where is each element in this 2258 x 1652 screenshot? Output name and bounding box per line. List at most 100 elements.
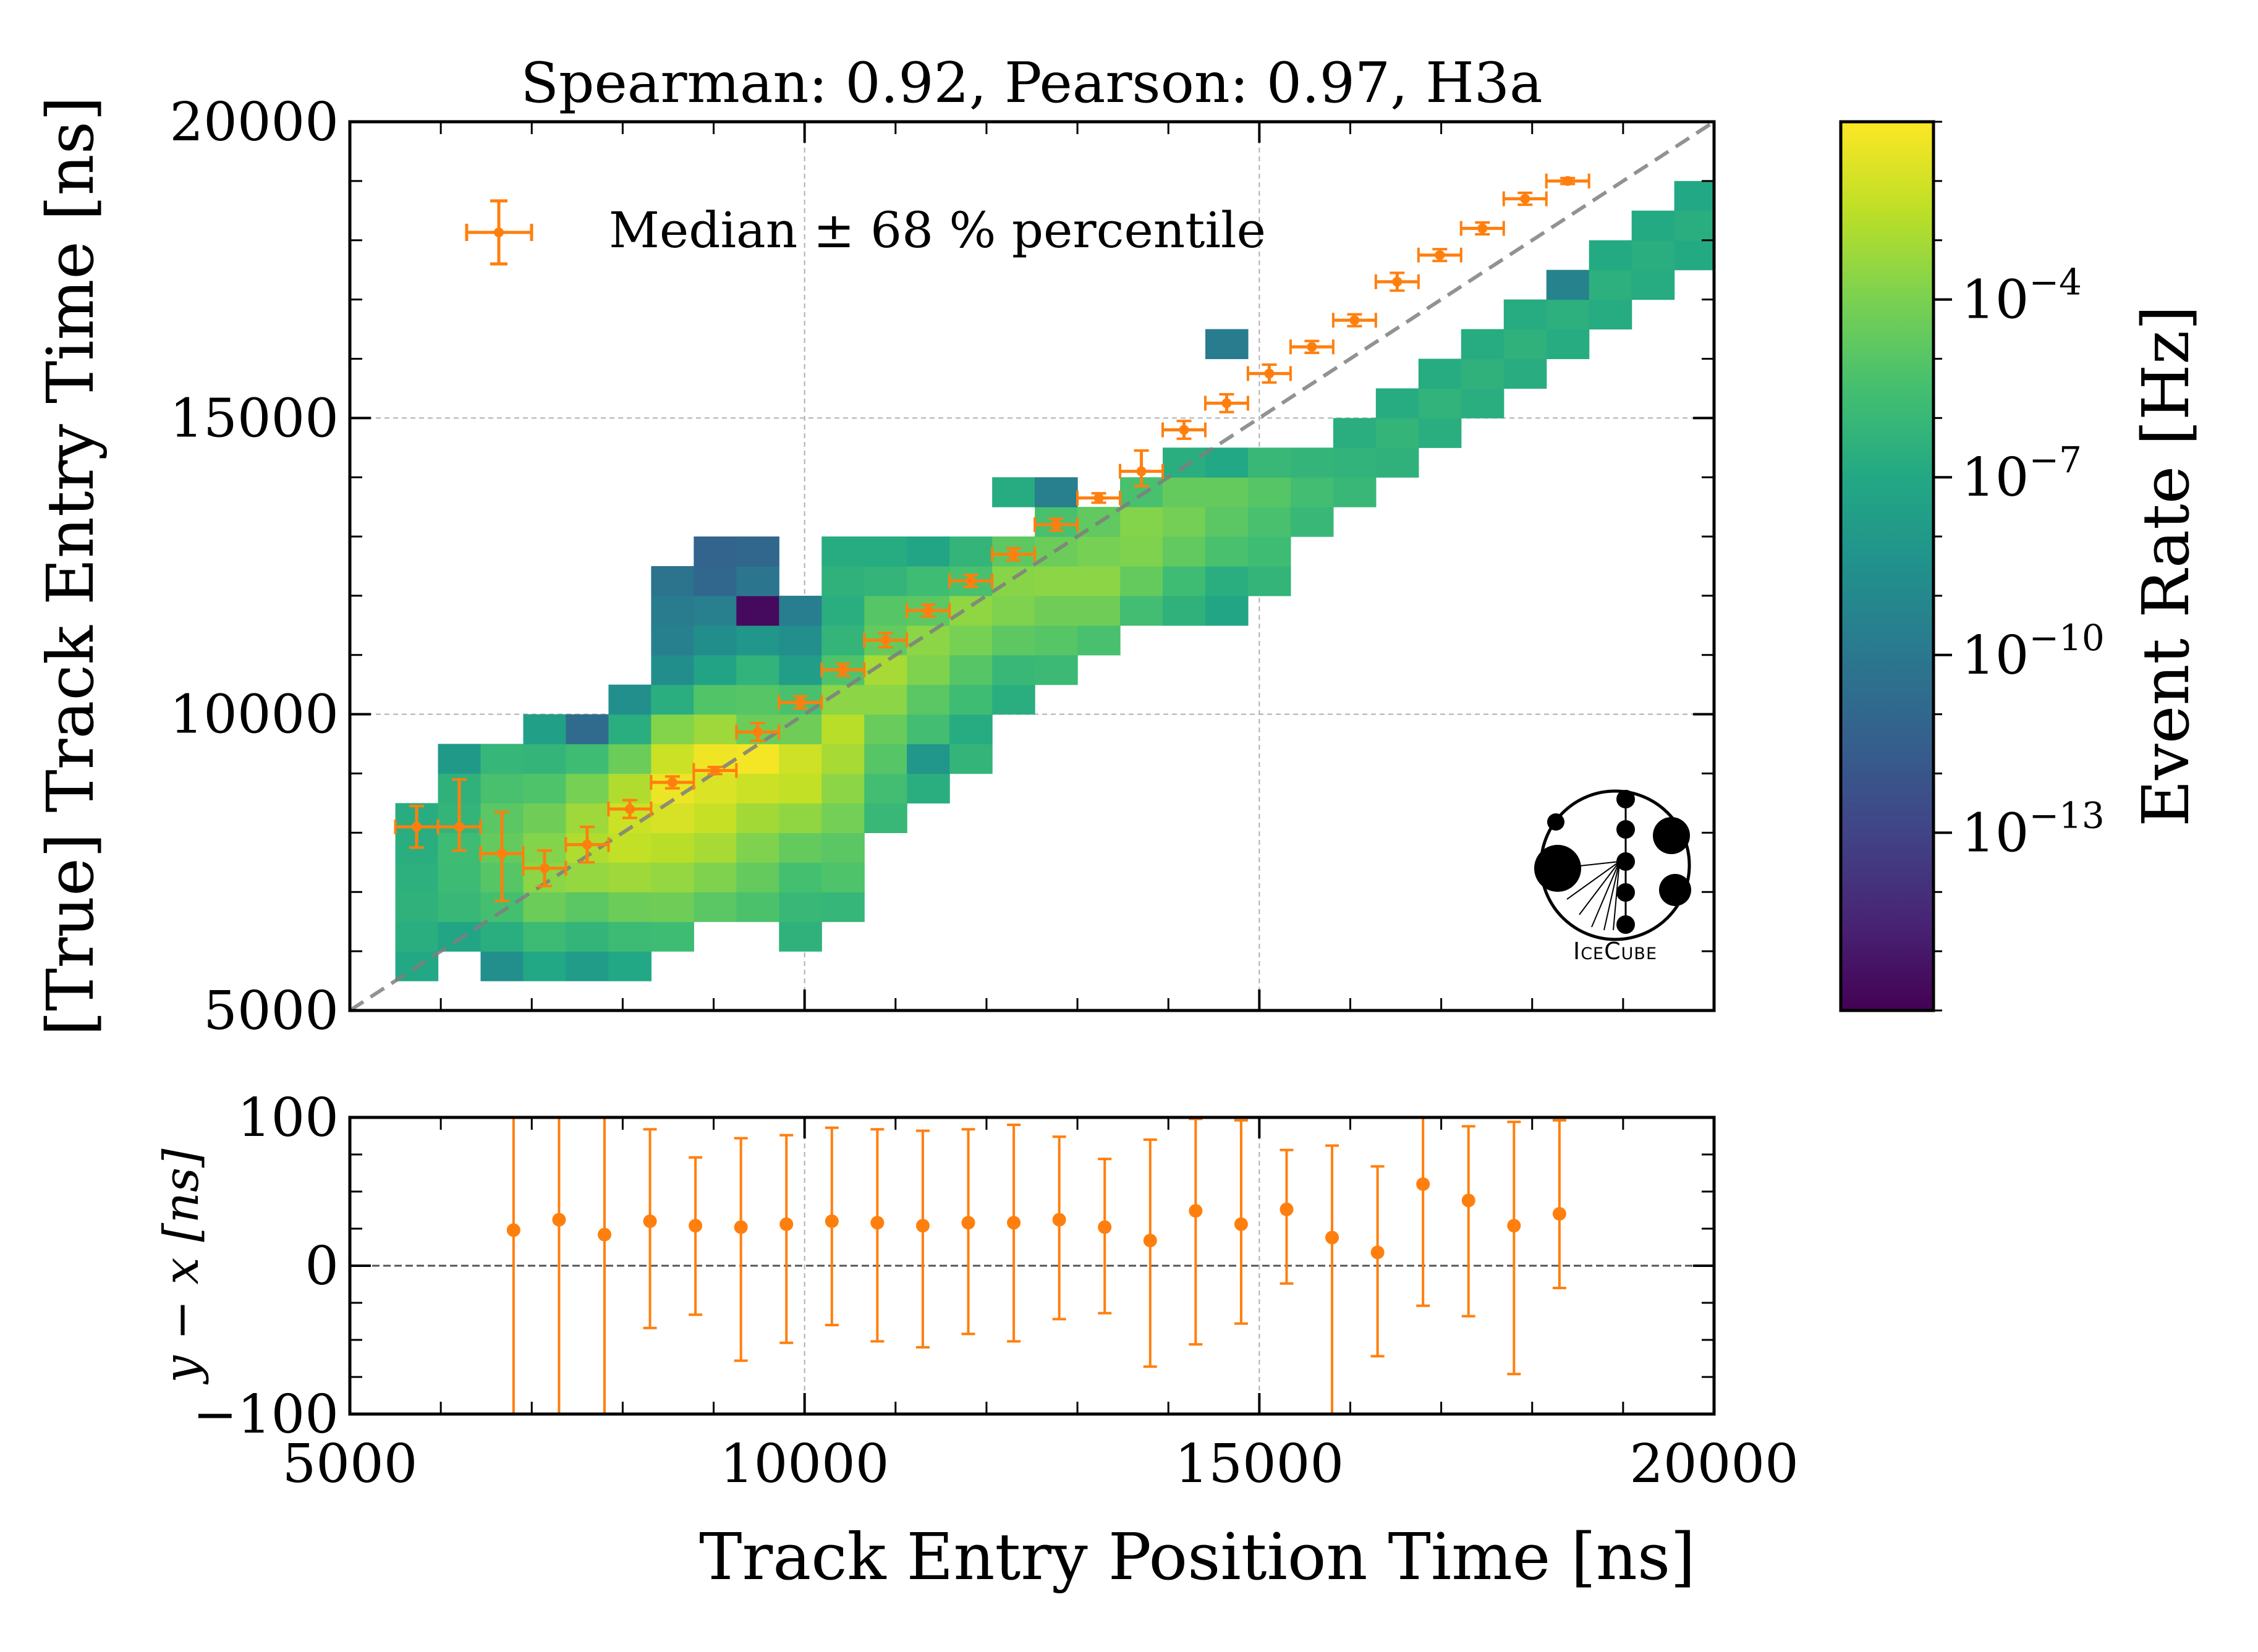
heatmap-bin	[608, 862, 652, 892]
median-dot	[412, 821, 422, 832]
heatmap-bin	[779, 773, 822, 804]
residual-point	[779, 1133, 794, 1344]
heatmap-bin	[651, 625, 694, 656]
heatmap-bin	[864, 743, 907, 774]
median-point	[564, 825, 610, 864]
residual-point	[1052, 1135, 1066, 1321]
heatmap-bin	[1035, 654, 1078, 685]
main-title: Spearman: 0.92, Pearson: 0.97, H3a	[520, 51, 1542, 116]
heatmap-bin	[821, 803, 865, 833]
heatmap-bin	[651, 595, 694, 626]
heatmap-bin	[864, 536, 907, 567]
heatmap-bin	[1717, 181, 1760, 211]
median-point	[607, 798, 653, 820]
heatmap-bin	[1375, 447, 1419, 478]
median-point	[948, 573, 994, 588]
heatmap-bin	[395, 892, 439, 922]
residual-y-tick-label: −100	[193, 1384, 339, 1446]
heatmap-bin	[1589, 240, 1632, 271]
heatmap-bin	[480, 921, 524, 952]
median-dot	[1264, 368, 1275, 379]
heatmap-bin	[1247, 447, 1291, 478]
heatmap-bin	[1503, 299, 1547, 330]
main-ticks	[349, 121, 1715, 1012]
median-point	[1502, 191, 1548, 206]
residual-dot	[870, 1216, 885, 1230]
median-point	[522, 849, 567, 887]
heatmap-bin	[779, 862, 822, 892]
heatmap-bin	[694, 832, 737, 863]
median-point	[692, 763, 738, 778]
heatmap-bin	[651, 743, 694, 774]
heatmap-bin	[1163, 595, 1206, 626]
residual-dot	[1143, 1234, 1157, 1248]
heatmap-bin	[651, 714, 694, 745]
heatmap-bin	[949, 654, 993, 685]
median-dot	[496, 848, 507, 858]
heatmap-bin	[1205, 477, 1249, 507]
heatmap-bin	[949, 684, 993, 715]
legend-label: Median ± 68 % percentile	[609, 201, 1266, 259]
residual-dot	[1461, 1193, 1475, 1208]
residual-dot	[689, 1219, 703, 1233]
heatmap-bin	[566, 921, 609, 952]
heatmap-bin	[608, 832, 652, 863]
heatmap-bin	[523, 921, 567, 952]
heatmap-bin	[1546, 329, 1590, 360]
median-point	[1246, 363, 1292, 384]
median-dot	[795, 697, 805, 708]
heatmap-bin	[608, 921, 652, 952]
residual-dot	[1370, 1245, 1385, 1260]
heatmap-bin	[1205, 595, 1249, 626]
residual-point	[1552, 1119, 1566, 1289]
heatmap-bin	[907, 654, 950, 685]
heatmap-bin	[694, 714, 737, 745]
heatmap-bin	[821, 625, 865, 656]
median-point	[991, 546, 1037, 562]
median-point	[1459, 221, 1505, 236]
heatmap-bin	[736, 862, 779, 892]
heatmap-bin	[864, 803, 907, 833]
heatmap-bin	[1631, 210, 1675, 241]
residual-point	[825, 1126, 839, 1326]
median-point	[1119, 449, 1165, 488]
heatmap-bin	[949, 743, 993, 774]
residual-dot	[1007, 1216, 1021, 1230]
heatmap-bin	[651, 803, 694, 833]
heatmap-bin	[1375, 418, 1419, 448]
heatmap-bin	[1035, 625, 1078, 656]
heatmap-bin	[566, 743, 609, 774]
residual-dot	[1098, 1220, 1112, 1234]
heatmap-bin	[821, 536, 865, 567]
residual-x-tick-label: 20000	[1629, 1433, 1799, 1495]
residual-point	[1007, 1124, 1021, 1343]
main-y-tick-label: 15000	[169, 388, 339, 449]
heatmap-bin	[1461, 388, 1505, 418]
heatmap-bin	[438, 892, 482, 922]
residual-point	[1416, 1117, 1430, 1307]
heatmap-bin	[1333, 447, 1377, 478]
colorbar-tick-exponent: −7	[2029, 439, 2082, 481]
median-dot	[1520, 193, 1530, 204]
colorbar-tick-label: 10−4	[1961, 261, 2082, 331]
heatmap-bin	[821, 743, 865, 774]
heatmap-bin	[523, 714, 567, 745]
heatmap-bin	[694, 625, 737, 656]
heatmap-bin	[1077, 625, 1121, 656]
colorbar-tick-label: 10−13	[1961, 794, 2105, 864]
residual-dot	[597, 1227, 611, 1242]
heatmap-bin	[608, 773, 652, 804]
median-point	[1417, 247, 1462, 263]
heatmap-bin	[1163, 447, 1206, 478]
heatmap-bin	[1205, 536, 1249, 567]
residual-dot	[961, 1216, 975, 1230]
residual-y-tick-label: 0	[305, 1235, 339, 1297]
heatmap-bin	[1418, 418, 1462, 448]
heatmap-bin	[864, 773, 907, 804]
heatmap-bin	[694, 566, 737, 596]
heatmap-bin	[864, 684, 907, 715]
heatmap-bin	[438, 743, 482, 774]
median-dot	[1221, 398, 1232, 409]
